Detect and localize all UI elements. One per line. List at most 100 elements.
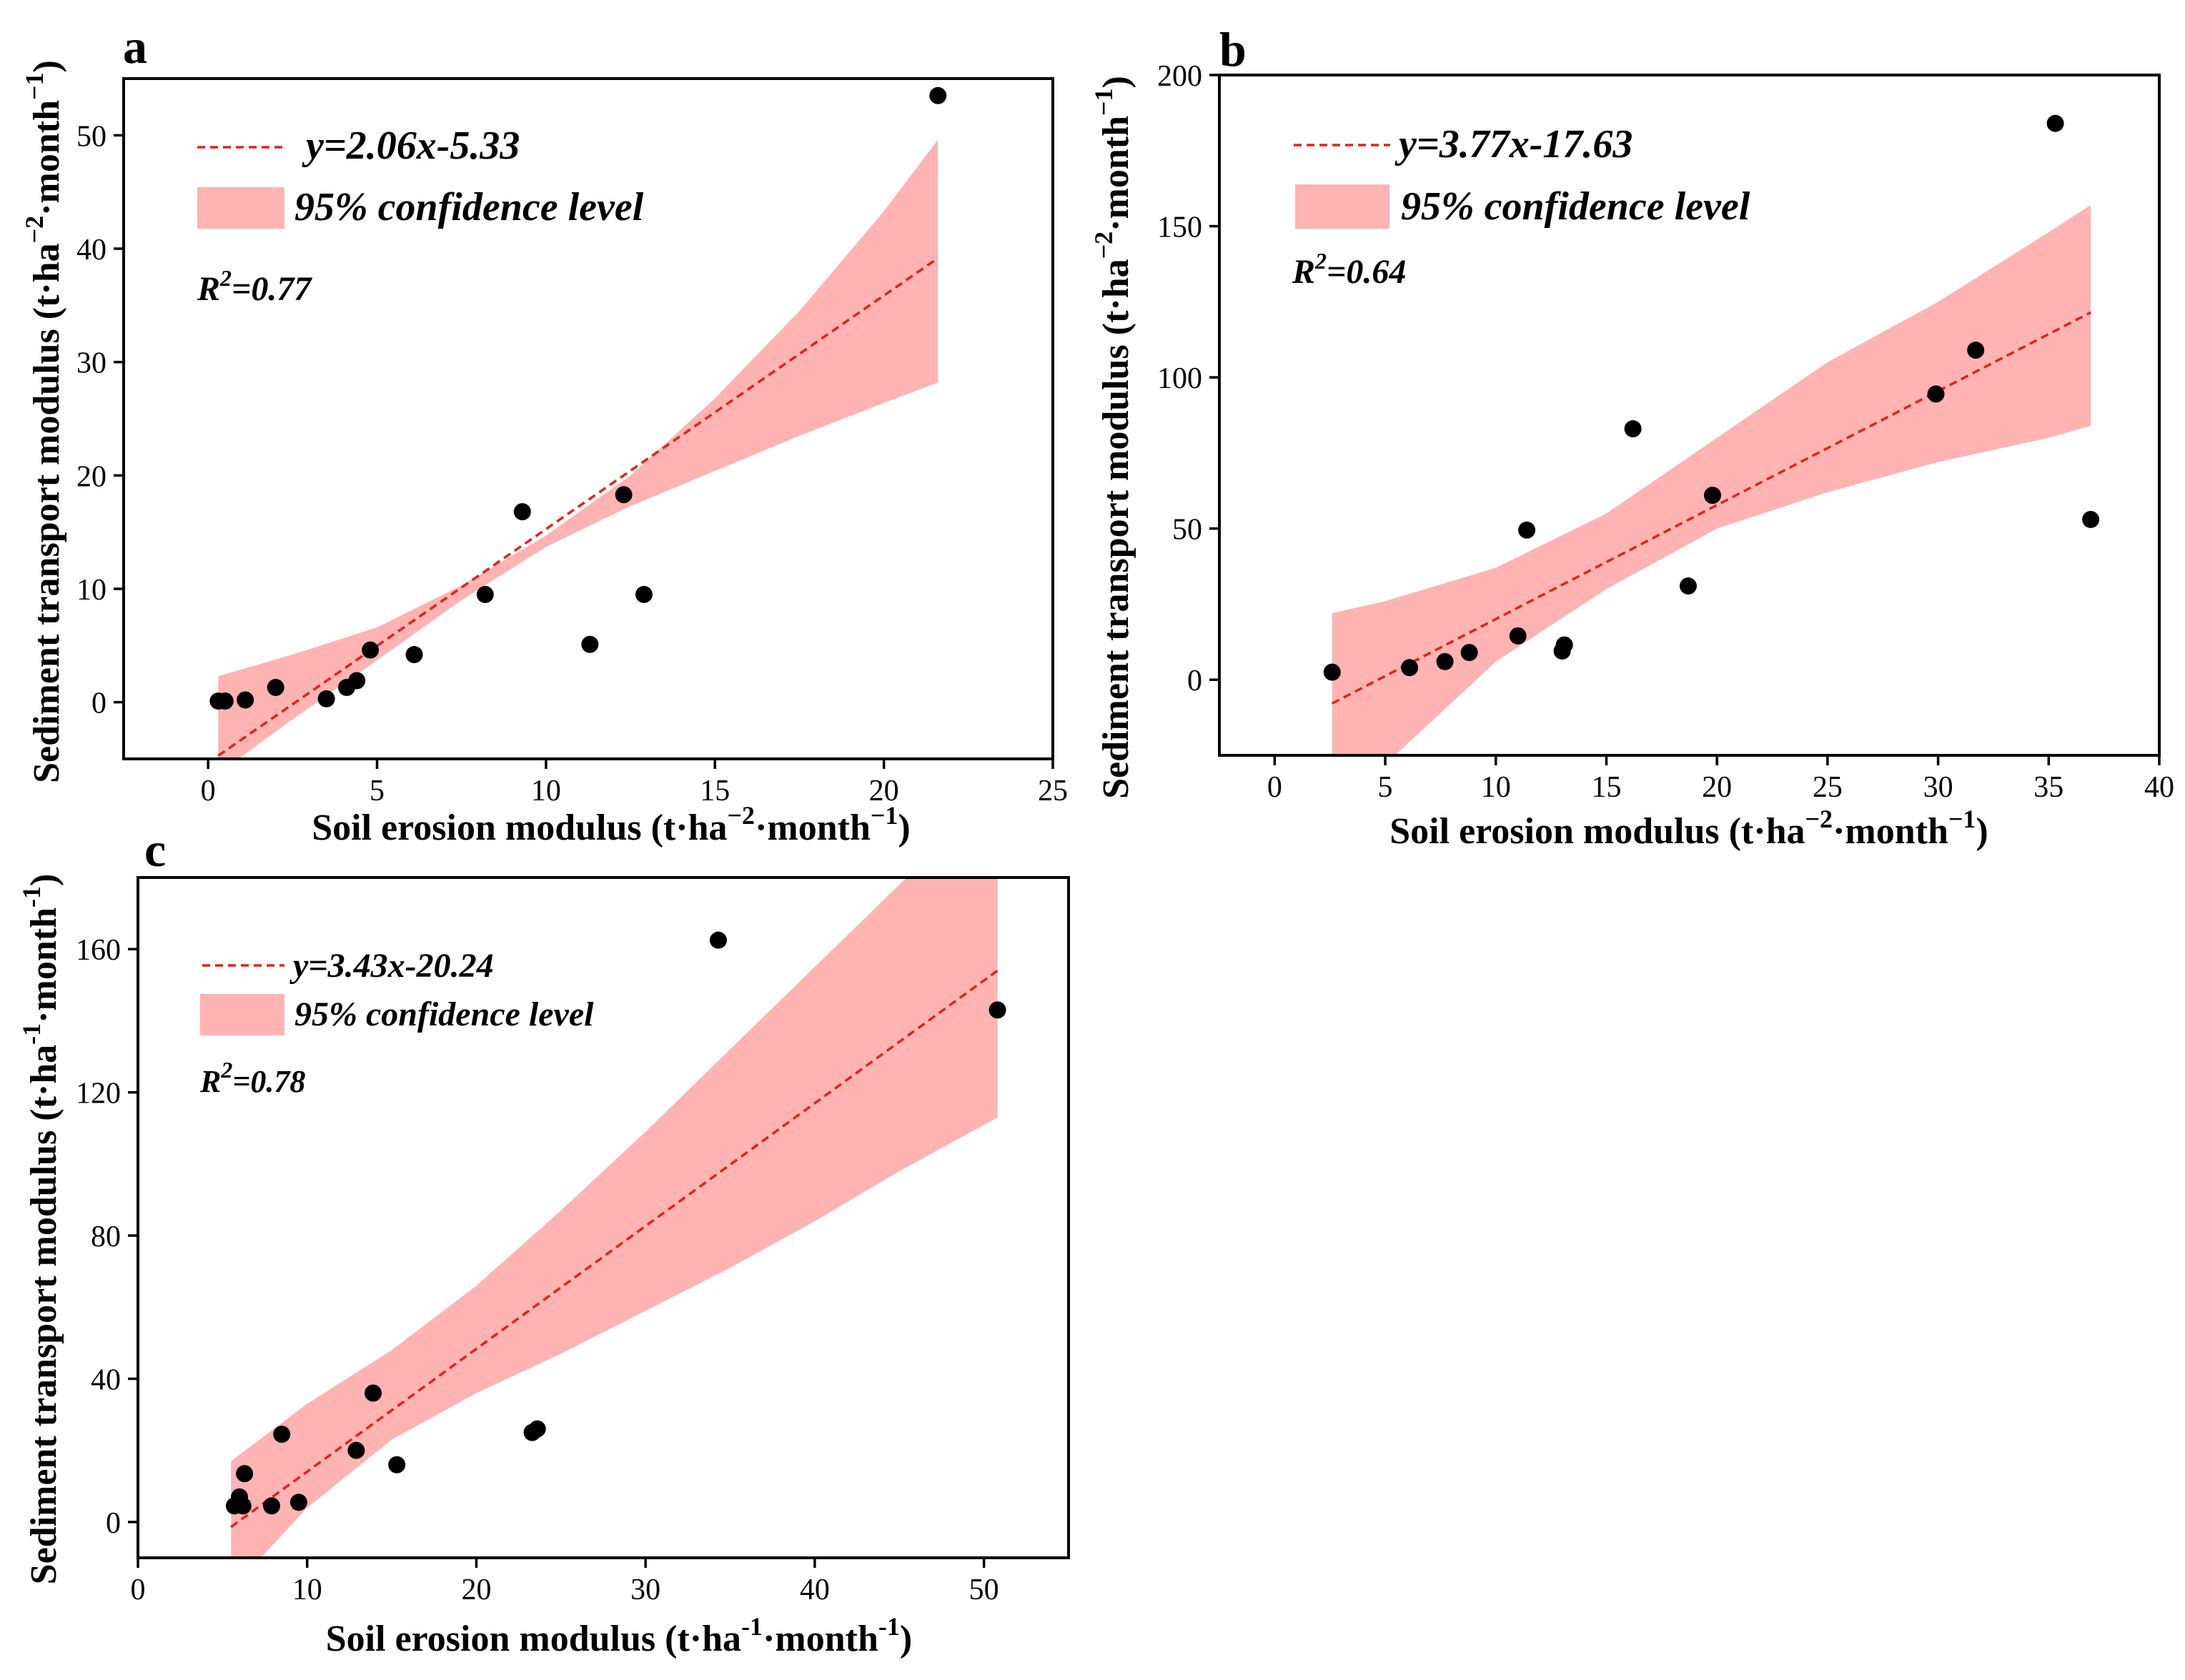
y-tick-label: 40 bbox=[76, 234, 106, 267]
y-tick-label: 80 bbox=[91, 1221, 121, 1253]
data-point bbox=[1624, 420, 1642, 438]
y-axis-title-sup: -1 bbox=[17, 1023, 46, 1045]
x-axis-title-sup: −1 bbox=[1948, 805, 1976, 833]
x-tick-label: 0 bbox=[1267, 771, 1282, 804]
x-tick-label: 40 bbox=[800, 1574, 830, 1606]
x-tick-label: 15 bbox=[700, 775, 730, 807]
x-axis-title: Soil erosion modulus (t·ha−2·month−1) bbox=[1389, 805, 1988, 852]
data-point bbox=[388, 1456, 406, 1473]
y-axis-title-text: Sediment transport modulus (t·ha bbox=[24, 1045, 64, 1585]
confidence-band bbox=[231, 878, 998, 1558]
data-point bbox=[1401, 659, 1419, 677]
legend: y=3.43x-20.24 95% confidence level bbox=[200, 947, 594, 1035]
data-point bbox=[317, 690, 335, 707]
y-axis-title-sup: −2 bbox=[20, 216, 49, 244]
data-point bbox=[267, 679, 284, 697]
data-point bbox=[263, 1497, 281, 1515]
y-axis-title-sup: −1 bbox=[20, 72, 49, 100]
y-tick-label: 200 bbox=[1157, 60, 1202, 93]
y-tick-label: 40 bbox=[91, 1363, 121, 1396]
legend-band-label: 95% confidence level bbox=[1401, 184, 1750, 229]
panel-label: c bbox=[144, 822, 166, 877]
data-point bbox=[1679, 577, 1697, 595]
x-axis-title-sup: −2 bbox=[728, 801, 755, 830]
y-axis-title: Sediment transport modulus (t·ha−2·month… bbox=[20, 60, 67, 783]
legend-fit-label: y=2.06x-5.33 bbox=[302, 124, 520, 168]
panel-label: a bbox=[123, 19, 147, 74]
data-point bbox=[581, 635, 599, 653]
y-axis-title-text: ) bbox=[1096, 76, 1136, 88]
r-squared-value: =0.77 bbox=[232, 270, 312, 308]
axes-frame bbox=[122, 77, 1054, 760]
x-axis-title-text: ·month bbox=[755, 807, 871, 848]
data-point bbox=[476, 585, 494, 603]
data-point bbox=[1518, 521, 1536, 539]
x-tick-label: 10 bbox=[292, 1574, 322, 1606]
x-tick-label: 25 bbox=[1813, 771, 1843, 804]
y-axis-title-text: ) bbox=[26, 60, 67, 72]
data-point bbox=[1555, 636, 1573, 654]
legend-fit-label: y=3.43x-20.24 bbox=[289, 947, 494, 985]
x-axis-title-sup: −1 bbox=[871, 801, 898, 830]
y-axis-title-text: Sediment transport modulus (t·ha bbox=[1096, 259, 1136, 799]
fit-line bbox=[217, 257, 939, 757]
r-squared-prefix: R bbox=[197, 270, 220, 308]
x-tick-label: 0 bbox=[201, 775, 216, 807]
y-axis-title-text: ·month bbox=[26, 100, 67, 216]
data-point bbox=[362, 641, 380, 659]
x-tick-label: 20 bbox=[1702, 771, 1732, 804]
x-axis-title-text: ·month bbox=[1833, 811, 1948, 852]
x-tick-label: 20 bbox=[461, 1574, 491, 1606]
r-squared-prefix: R bbox=[1292, 253, 1315, 291]
x-tick-label: 5 bbox=[1378, 771, 1393, 804]
data-point bbox=[1927, 385, 1945, 403]
data-point bbox=[615, 486, 633, 504]
y-tick-label: 20 bbox=[76, 460, 106, 493]
y-axis-title-sup: −2 bbox=[1089, 232, 1118, 259]
data-point bbox=[273, 1426, 291, 1443]
data-point bbox=[236, 1465, 254, 1483]
axes-frame bbox=[1218, 74, 2161, 757]
data-point bbox=[929, 86, 947, 104]
y-axis-title-text: Sediment transport modulus (t·ha bbox=[26, 243, 67, 783]
data-point bbox=[1509, 627, 1527, 645]
x-tick-label: 15 bbox=[1591, 771, 1621, 804]
y-axis-title-text: ·month bbox=[1096, 116, 1136, 232]
data-point bbox=[635, 585, 653, 603]
r-squared: R2=0.78 bbox=[199, 1057, 305, 1099]
data-point bbox=[216, 692, 234, 710]
x-axis-title-sup: -1 bbox=[878, 1612, 900, 1641]
r-squared-value: =0.64 bbox=[1327, 253, 1406, 291]
data-point bbox=[1703, 487, 1721, 505]
data-point bbox=[1436, 652, 1454, 670]
y-tick-label: 120 bbox=[76, 1078, 121, 1110]
confidence-band bbox=[218, 139, 938, 759]
y-tick-label: 10 bbox=[76, 574, 106, 607]
legend-band-swatch bbox=[197, 187, 284, 229]
data-point bbox=[348, 672, 366, 690]
y-axis-title: Sediment transport modulus (t·ha−2·month… bbox=[1089, 76, 1136, 799]
y-axis-title-text: ) bbox=[24, 874, 64, 886]
r-squared-prefix: R bbox=[199, 1064, 221, 1099]
x-tick-label: 5 bbox=[370, 775, 385, 807]
x-axis-title-text: ) bbox=[900, 1619, 912, 1659]
panel-label: b bbox=[1219, 22, 1247, 76]
data-point bbox=[347, 1441, 365, 1459]
data-point bbox=[528, 1420, 546, 1438]
data-point bbox=[989, 1001, 1006, 1019]
x-axis-title-text: ·month bbox=[763, 1619, 878, 1659]
data-point bbox=[365, 1384, 382, 1402]
plot-area bbox=[217, 139, 939, 759]
data-point bbox=[289, 1493, 307, 1511]
r-squared-sup: 2 bbox=[220, 1057, 232, 1083]
chart-panel-b: 0 5 10 15 20 25 30 35 40 0 50 100 150 200 b Soil erosio… bbox=[1089, 22, 2174, 852]
legend-band-label: 95% confidence level bbox=[294, 995, 594, 1033]
x-axis-title-text: Soil erosion modulus (t·ha bbox=[312, 807, 727, 848]
y-tick-label: 0 bbox=[91, 687, 106, 720]
x-tick-label: 25 bbox=[1038, 775, 1068, 807]
data-point bbox=[1323, 663, 1341, 681]
x-tick-label: 10 bbox=[1481, 771, 1511, 804]
y-tick-label: 160 bbox=[76, 934, 121, 967]
y-tick-label: 0 bbox=[1187, 665, 1202, 697]
